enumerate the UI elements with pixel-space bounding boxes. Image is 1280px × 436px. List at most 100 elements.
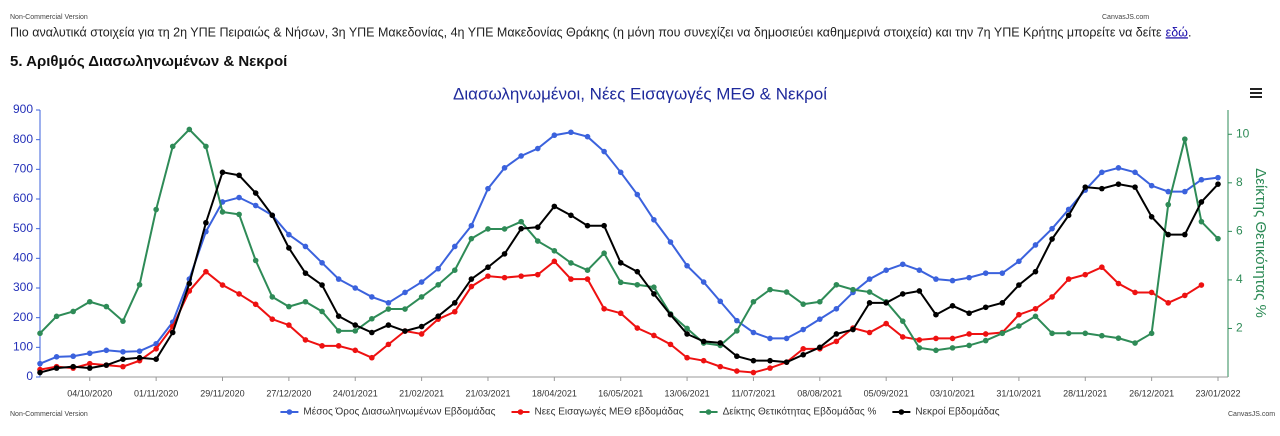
point <box>1099 185 1105 192</box>
point <box>850 326 856 333</box>
menu-bar[interactable] <box>1250 96 1262 98</box>
point <box>103 347 110 354</box>
point <box>601 148 607 155</box>
menu-bar[interactable] <box>1250 92 1262 94</box>
x-tick-label: 16/05/2021 <box>598 388 643 398</box>
point <box>966 331 972 337</box>
point <box>120 356 126 363</box>
point <box>335 343 342 349</box>
legend-item: Δείκτης Θετικότητας Εβδομάδας % <box>699 406 876 418</box>
point <box>551 203 558 210</box>
point <box>1049 294 1055 300</box>
point <box>949 277 956 284</box>
point <box>1148 289 1155 296</box>
point <box>568 212 574 219</box>
point <box>485 273 491 279</box>
point <box>186 280 193 287</box>
x-tick-label: 29/11/2020 <box>200 388 244 398</box>
point <box>1148 330 1155 337</box>
watermark: Non-Commercial Version <box>10 411 88 418</box>
point <box>850 286 856 293</box>
point <box>1065 206 1072 213</box>
point <box>53 354 60 360</box>
point <box>1165 201 1172 208</box>
point <box>236 194 242 201</box>
point <box>451 300 458 306</box>
point <box>219 209 226 215</box>
point <box>418 323 425 330</box>
x-tick-label: 26/12/2021 <box>1129 388 1174 398</box>
point <box>418 294 425 300</box>
x-tick-label: 05/09/2021 <box>864 388 909 398</box>
point <box>302 337 309 343</box>
point <box>1032 313 1039 320</box>
y-tick-label: 900 <box>13 102 33 116</box>
point <box>634 325 641 331</box>
y-tick-label: 300 <box>13 280 33 294</box>
point <box>1016 311 1022 318</box>
intro-text: Πιο αναλυτικά στοιχεία για τη 2η ΥΠΕ Πει… <box>10 25 1162 39</box>
point <box>435 313 441 319</box>
point <box>1099 332 1105 339</box>
point <box>203 268 209 275</box>
point <box>916 345 923 351</box>
point <box>750 357 757 364</box>
chart-title: Διασωληνωμένοι, Νέες Εισαγωγές ΜΕΘ & Νεκ… <box>453 84 827 103</box>
point <box>1065 276 1072 282</box>
point <box>518 153 524 159</box>
point <box>1148 182 1155 189</box>
point <box>418 331 425 337</box>
point <box>568 276 574 282</box>
point <box>866 276 873 282</box>
point <box>667 341 674 348</box>
point <box>949 303 956 309</box>
point <box>883 267 889 274</box>
point <box>684 325 690 332</box>
point <box>302 298 309 305</box>
point <box>485 185 491 192</box>
point <box>186 126 193 133</box>
point <box>1099 264 1105 271</box>
point <box>634 281 641 288</box>
point <box>651 332 657 339</box>
point <box>302 243 309 250</box>
link[interactable]: εδώ <box>1166 25 1189 39</box>
point <box>269 294 276 300</box>
menu-button[interactable] <box>1250 88 1262 98</box>
point <box>883 320 889 327</box>
point <box>534 145 541 152</box>
point <box>568 129 574 136</box>
point <box>617 310 624 317</box>
point <box>1099 169 1105 176</box>
x-tick-label: 01/11/2020 <box>134 388 178 398</box>
legend: Μέσος Όρος Διασωληνωμένων Εβδομάδας Νεες … <box>280 406 1000 418</box>
point <box>435 281 441 288</box>
point <box>734 353 740 360</box>
point <box>501 165 508 171</box>
point <box>169 329 176 336</box>
point <box>584 267 591 274</box>
point <box>1198 282 1205 288</box>
point <box>153 356 159 363</box>
point <box>866 289 873 295</box>
point <box>551 132 558 139</box>
point <box>617 259 624 266</box>
point <box>1215 174 1221 181</box>
point <box>1132 340 1138 346</box>
point <box>319 282 325 288</box>
point <box>418 279 425 285</box>
point <box>800 326 807 333</box>
point <box>717 340 724 346</box>
legend-marker <box>705 409 712 415</box>
legend-item: Μέσος Όρος Διασωληνωμένων Εβδομάδας <box>280 406 496 418</box>
point <box>817 344 823 351</box>
point <box>750 369 757 376</box>
y2-tick-label: 2 <box>1236 321 1243 335</box>
menu-bar[interactable] <box>1250 88 1262 90</box>
point <box>1132 184 1138 190</box>
x-tick-label: 23/01/2022 <box>1195 388 1240 398</box>
point <box>866 329 873 336</box>
legend-item: Νεες Εισαγωγές ΜΕΘ εβδομάδας <box>511 406 684 418</box>
point <box>252 301 259 308</box>
point <box>352 285 359 291</box>
